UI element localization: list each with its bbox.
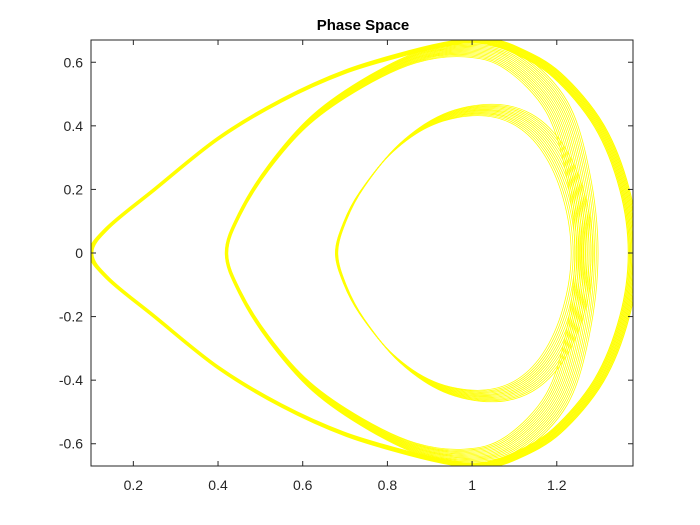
orbit-middle-strand xyxy=(226,52,581,454)
y-tick-label: 0.6 xyxy=(64,54,84,70)
orbit-middle-strand xyxy=(225,44,594,462)
orbit-inner-strand xyxy=(337,104,592,402)
orbit-middle-strand xyxy=(225,43,595,463)
orbit-inner-strand xyxy=(335,114,574,392)
orbit-middle-strand xyxy=(227,53,579,453)
y-tick-label: -0.4 xyxy=(59,372,83,388)
orbit-outer-strand xyxy=(91,40,633,466)
orbit-outer-strand xyxy=(91,41,631,465)
orbit-middle-strand xyxy=(226,50,585,456)
orbit-inner-strand xyxy=(335,111,580,395)
y-axis: -0.6 -0.4 -0.2 0 0.2 0.4 0.6 xyxy=(59,54,633,452)
orbit-middle-strand xyxy=(226,49,586,457)
orbit-inner-strand xyxy=(335,113,576,393)
orbit-outer-strand xyxy=(91,40,633,466)
orbit-inner-strand xyxy=(336,105,590,401)
orbit-inner-strand xyxy=(336,106,588,400)
orbit-middle-strand xyxy=(226,48,588,458)
y-tick-label: -0.2 xyxy=(59,309,83,325)
orbit-middle-strand xyxy=(225,47,590,459)
y-tick-label: -0.6 xyxy=(59,436,83,452)
y-tick-label: 0 xyxy=(75,245,83,261)
orbit-outer-strand xyxy=(91,40,633,466)
orbit-outer-strand xyxy=(92,41,629,465)
x-tick-label: 1 xyxy=(468,477,476,493)
orbit-inner-strand xyxy=(335,112,578,394)
x-axis: 0.2 0.4 0.6 0.8 1 1.2 xyxy=(124,40,567,493)
orbit-outer-strand xyxy=(91,40,633,466)
x-tick-label: 0.8 xyxy=(378,477,398,493)
orbit-inner-strand xyxy=(336,107,586,399)
x-tick-label: 0.2 xyxy=(124,477,144,493)
orbit-outer-strand xyxy=(91,40,633,466)
y-tick-label: 0.2 xyxy=(64,181,84,197)
x-tick-label: 0.6 xyxy=(293,477,313,493)
chart-title: Phase Space xyxy=(317,17,410,34)
orbit-inner-strand xyxy=(336,110,582,396)
orbit-inner-strand xyxy=(336,109,584,397)
orbit-outer-strand xyxy=(91,40,633,466)
orbit-inner-strand xyxy=(337,103,594,403)
plot-area xyxy=(91,40,633,466)
x-tick-label: 1.2 xyxy=(547,477,567,493)
orbit-middle-strand xyxy=(227,56,576,450)
orbit-middle-strand xyxy=(224,42,597,464)
x-tick-label: 0.4 xyxy=(208,477,228,493)
y-tick-label: 0.4 xyxy=(64,118,84,134)
orbit-inner-strand xyxy=(335,115,572,391)
orbit-middle-strand xyxy=(225,46,592,460)
orbit-middle-strand xyxy=(227,55,577,451)
orbit-middle-strand xyxy=(224,41,599,465)
